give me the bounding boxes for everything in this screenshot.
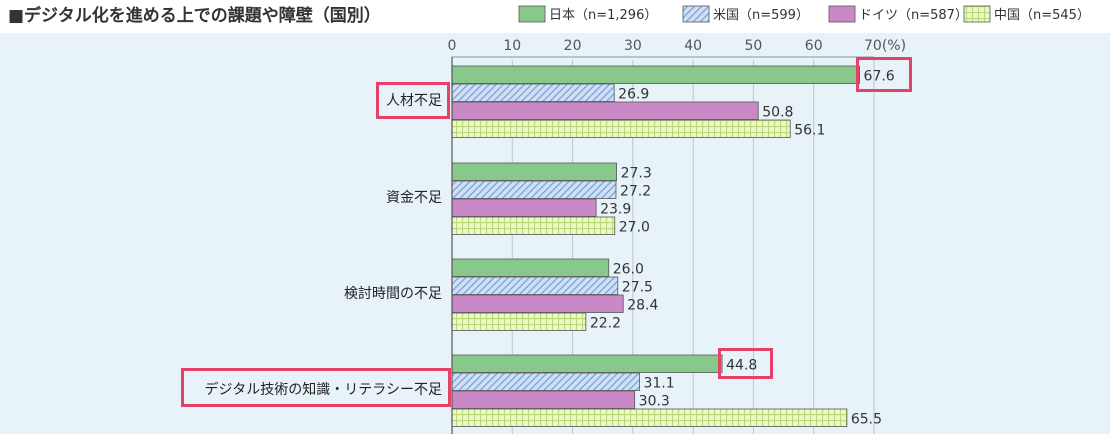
bar <box>451 83 615 102</box>
bar-value-label: 27.3 <box>621 166 652 182</box>
bar-value-label: 30.3 <box>639 394 670 410</box>
bar-value-label: 27.2 <box>620 184 651 200</box>
bar <box>451 119 791 138</box>
x-tick-label: 50 <box>745 38 763 54</box>
bar <box>451 354 723 373</box>
bar-value-label: 26.0 <box>613 262 644 278</box>
bar-value-label: 56.1 <box>794 123 825 139</box>
legend-label: ドイツ（n=587） <box>859 8 968 23</box>
bar <box>451 198 597 217</box>
bar <box>451 101 759 120</box>
legend-swatch <box>682 5 710 23</box>
bar-value-label: 65.5 <box>851 412 882 428</box>
highlight-box-category <box>181 368 451 407</box>
bar <box>451 180 617 199</box>
bar <box>451 372 640 391</box>
bar-value-label: 27.5 <box>622 280 653 296</box>
bar <box>451 258 610 277</box>
category-label: 資金不足 <box>386 190 442 206</box>
x-tick-label: 30 <box>624 38 642 54</box>
x-tick-label: 0 <box>448 38 457 54</box>
legend-label: 米国（n=599） <box>713 8 809 23</box>
legend-swatch <box>518 5 546 23</box>
bar-value-label: 22.2 <box>590 316 621 332</box>
legend-swatch <box>963 5 991 23</box>
bar-value-label: 31.1 <box>643 376 674 392</box>
chart-title: ■デジタル化を進める上での課題や障壁（国別） <box>8 6 381 26</box>
bar-value-label: 67.6 <box>864 69 895 85</box>
bar-value-label: 28.4 <box>627 298 658 314</box>
bar <box>451 276 619 295</box>
bar <box>451 162 617 181</box>
bar-value-label: 27.0 <box>619 220 650 236</box>
x-tick-label: 40 <box>684 38 702 54</box>
bar <box>451 294 624 313</box>
category-label: 人材不足 <box>386 93 442 109</box>
highlight-box-value <box>718 348 773 379</box>
legend-swatch <box>828 5 856 23</box>
bar <box>451 390 636 409</box>
bar-value-label: 26.9 <box>618 87 649 103</box>
highlight-box-value <box>856 57 912 92</box>
bar-value-label: 44.8 <box>726 358 757 374</box>
legend-label: 日本（n=1,296） <box>549 8 657 23</box>
category-label: デジタル技術の知識・リテラシー不足 <box>205 381 442 398</box>
bar <box>451 216 616 235</box>
x-tick-label: 70(%) <box>864 38 906 54</box>
bar-value-label: 23.9 <box>600 202 631 218</box>
bar <box>451 408 848 427</box>
x-tick-label: 60 <box>805 38 823 54</box>
bar <box>451 65 860 84</box>
bar <box>451 312 587 331</box>
category-label: 検討時間の不足 <box>344 286 442 302</box>
bar-value-label: 50.8 <box>762 105 793 121</box>
x-tick-label: 20 <box>564 38 582 54</box>
legend-label: 中国（n=545） <box>994 8 1090 23</box>
x-tick-label: 10 <box>503 38 521 54</box>
highlight-box-category <box>376 82 450 119</box>
